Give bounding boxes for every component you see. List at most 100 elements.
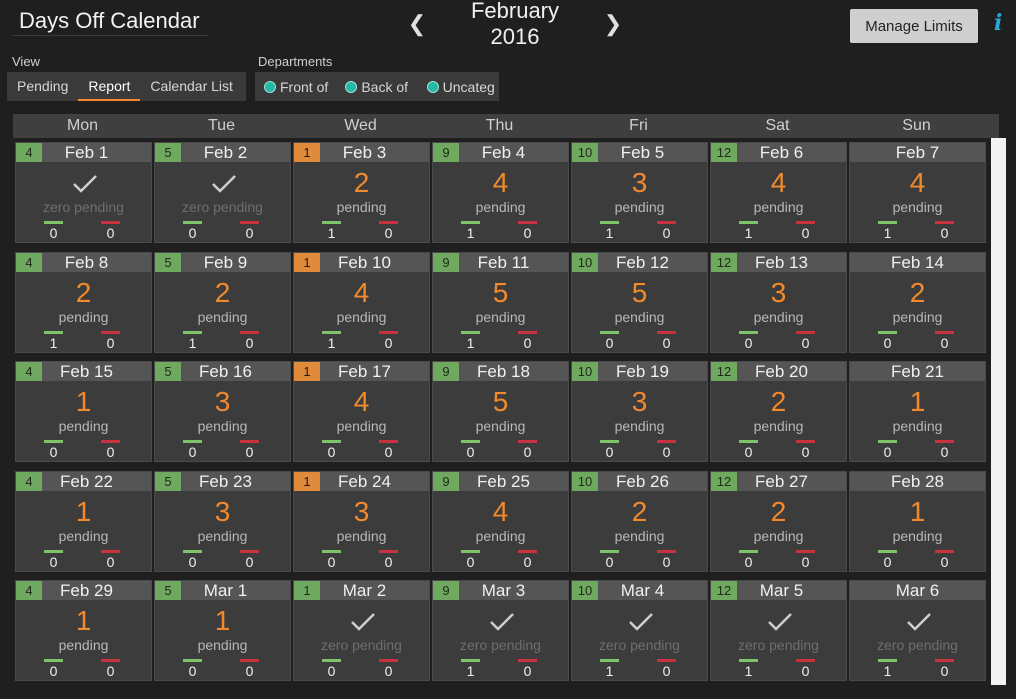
- chevron-right-icon[interactable]: ❯: [603, 11, 623, 36]
- day-date: Feb 28: [891, 471, 944, 491]
- day-cell[interactable]: 1 Mar 2 zero pending 0 0: [293, 580, 430, 681]
- day-cell[interactable]: 4 Feb 1 zero pending 0 0: [15, 142, 152, 243]
- day-cell[interactable]: 5 Feb 16 3 pending 0 0: [154, 361, 291, 462]
- day-cell[interactable]: 9 Feb 4 4 pending 1 0: [432, 142, 569, 243]
- denied-count: 0: [662, 663, 671, 679]
- day-cell-header: 4 Feb 8: [16, 253, 151, 272]
- day-date: Feb 9: [203, 252, 248, 272]
- pending-count: 3: [631, 167, 648, 198]
- day-date: Feb 10: [338, 252, 391, 272]
- approved-bar: [878, 659, 897, 662]
- pending-label: pending: [58, 528, 109, 544]
- denied-count: 0: [384, 444, 393, 460]
- day-cell[interactable]: 9 Feb 25 4 pending 0 0: [432, 471, 569, 572]
- tab-calendar-list[interactable]: Calendar List: [150, 78, 233, 94]
- radio-dot-icon: [264, 80, 276, 93]
- department-back-of[interactable]: Back of: [336, 72, 417, 101]
- day-cell[interactable]: 12 Mar 5 zero pending 1 0: [710, 580, 847, 681]
- department-front-of[interactable]: Front of: [255, 72, 336, 101]
- day-date: Feb 23: [199, 471, 252, 491]
- pending-label: pending: [336, 199, 387, 215]
- month-navigation: ❮ February 2016 ❯: [400, 0, 630, 49]
- pending-label: zero pending: [877, 637, 958, 653]
- day-cell[interactable]: 10 Feb 19 3 pending 0 0: [571, 361, 708, 462]
- day-cell[interactable]: Feb 21 1 pending 0 0: [849, 361, 986, 462]
- denied-bar: [101, 331, 120, 334]
- tab-pending[interactable]: Pending: [17, 78, 69, 94]
- day-cell[interactable]: 12 Feb 27 2 pending 0 0: [710, 471, 847, 572]
- weekday-thu: Thu: [485, 117, 514, 134]
- day-cell[interactable]: 9 Mar 3 zero pending 1 0: [432, 580, 569, 681]
- pending-label: pending: [753, 418, 804, 434]
- denied-count: 0: [662, 225, 671, 241]
- approved-count: 0: [188, 663, 197, 679]
- denied-count: 0: [523, 663, 532, 679]
- pending-count: 1: [75, 386, 92, 417]
- day-date: Feb 29: [60, 580, 113, 600]
- day-cell[interactable]: 1 Feb 17 4 pending 0 0: [293, 361, 430, 462]
- pending-count: 1: [214, 605, 231, 636]
- day-cell[interactable]: 4 Feb 8 2 pending 1 0: [15, 252, 152, 353]
- day-cell[interactable]: 10 Feb 12 5 pending 0 0: [571, 252, 708, 353]
- pending-label: pending: [336, 418, 387, 434]
- denied-count: 0: [245, 444, 254, 460]
- day-cell[interactable]: 12 Feb 6 4 pending 1 0: [710, 142, 847, 243]
- approved-count: 0: [883, 444, 892, 460]
- approved-count: 0: [188, 444, 197, 460]
- day-cell[interactable]: 10 Feb 5 3 pending 1 0: [571, 142, 708, 243]
- staff-count-badge: 1: [294, 143, 320, 162]
- day-cell[interactable]: 5 Feb 2 zero pending 0 0: [154, 142, 291, 243]
- approved-bar: [600, 659, 619, 662]
- day-date: Mar 2: [342, 580, 387, 600]
- day-cell-header: 5 Feb 9: [155, 253, 290, 272]
- staff-count-badge: 9: [433, 253, 459, 272]
- approved-count: 0: [744, 554, 753, 570]
- chevron-left-icon[interactable]: ❮: [407, 11, 427, 36]
- day-cell[interactable]: 5 Feb 9 2 pending 1 0: [154, 252, 291, 353]
- staff-count-badge: 9: [433, 472, 459, 491]
- day-cell[interactable]: 9 Feb 11 5 pending 1 0: [432, 252, 569, 353]
- staff-count-badge: 9: [433, 143, 459, 162]
- staff-count-badge: 12: [711, 362, 737, 381]
- pending-label: pending: [58, 309, 109, 325]
- info-icon[interactable]: i: [994, 10, 1003, 36]
- pending-label: pending: [475, 199, 526, 215]
- day-cell[interactable]: Feb 28 1 pending 0 0: [849, 471, 986, 572]
- staff-count-badge: 9: [433, 581, 459, 600]
- day-cell-header: Feb 7: [850, 143, 985, 162]
- day-cell[interactable]: Feb 14 2 pending 0 0: [849, 252, 986, 353]
- day-cell[interactable]: 5 Feb 23 3 pending 0 0: [154, 471, 291, 572]
- scrollbar[interactable]: [991, 138, 1006, 685]
- day-cell[interactable]: 1 Feb 10 4 pending 1 0: [293, 252, 430, 353]
- approved-count: 1: [605, 663, 614, 679]
- staff-count-badge: 1: [294, 253, 320, 272]
- day-cell[interactable]: 4 Feb 22 1 pending 0 0: [15, 471, 152, 572]
- day-cell[interactable]: 9 Feb 18 5 pending 0 0: [432, 361, 569, 462]
- day-cell[interactable]: 12 Feb 20 2 pending 0 0: [710, 361, 847, 462]
- day-cell[interactable]: 10 Mar 4 zero pending 1 0: [571, 580, 708, 681]
- checkmark-icon: [629, 613, 653, 631]
- day-cell[interactable]: Mar 6 zero pending 1 0: [849, 580, 986, 681]
- pending-label: pending: [614, 309, 665, 325]
- day-cell[interactable]: 5 Mar 1 1 pending 0 0: [154, 580, 291, 681]
- pending-count: 1: [909, 386, 926, 417]
- day-cell[interactable]: 1 Feb 24 3 pending 0 0: [293, 471, 430, 572]
- day-date: Feb 22: [60, 471, 113, 491]
- tab-report[interactable]: Report: [78, 72, 141, 101]
- pending-label: pending: [197, 309, 248, 325]
- day-cell[interactable]: 4 Feb 29 1 pending 0 0: [15, 580, 152, 681]
- denied-count: 0: [384, 554, 393, 570]
- approved-count: 0: [49, 554, 58, 570]
- day-date: Feb 14: [891, 252, 944, 272]
- day-cell-header: Mar 6: [850, 581, 985, 600]
- day-cell[interactable]: 4 Feb 15 1 pending 0 0: [15, 361, 152, 462]
- day-cell[interactable]: Feb 7 4 pending 1 0: [849, 142, 986, 243]
- pending-label: zero pending: [321, 637, 402, 653]
- approved-bar: [44, 550, 63, 553]
- day-cell[interactable]: 10 Feb 26 2 pending 0 0: [571, 471, 708, 572]
- denied-bar: [379, 550, 398, 553]
- department-uncategorized[interactable]: Uncateg: [418, 72, 499, 101]
- day-cell[interactable]: 12 Feb 13 3 pending 0 0: [710, 252, 847, 353]
- day-cell[interactable]: 1 Feb 3 2 pending 1 0: [293, 142, 430, 243]
- manage-limits-button[interactable]: Manage Limits: [850, 9, 978, 43]
